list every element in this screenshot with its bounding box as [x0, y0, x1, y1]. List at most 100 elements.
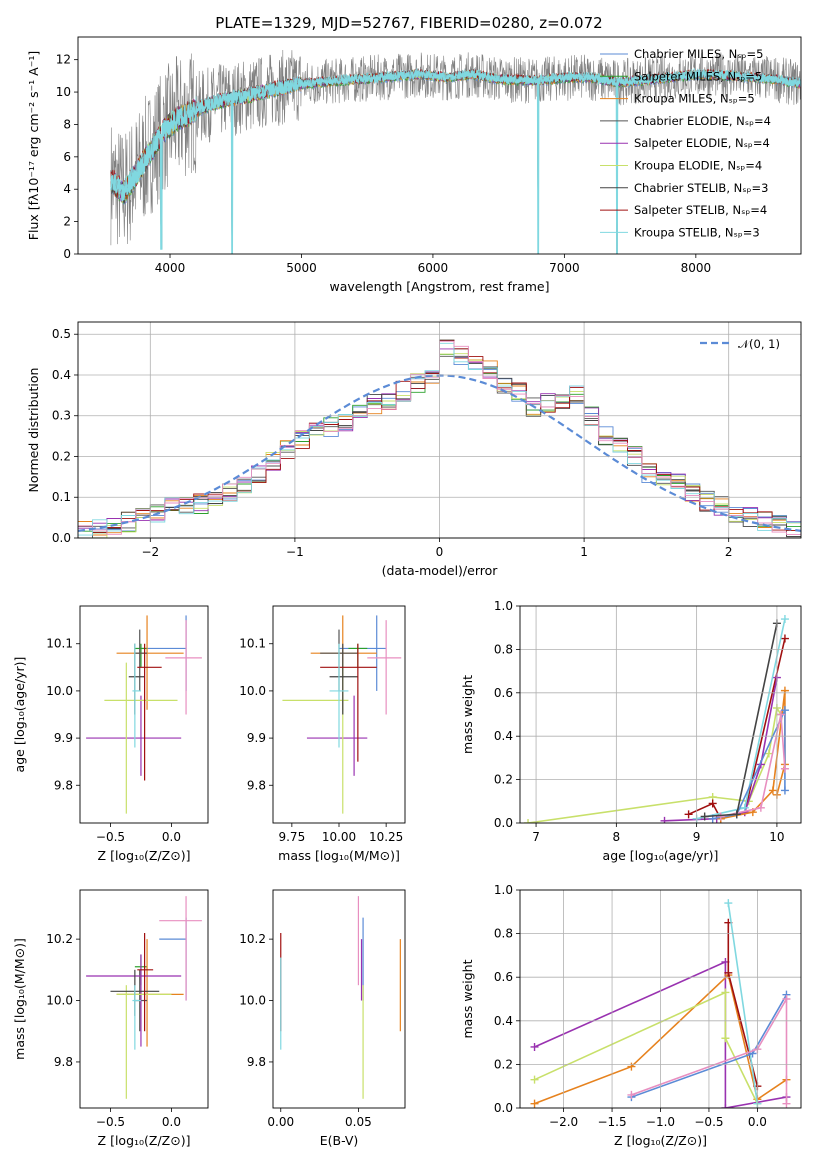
y-tick-label: 10.2 [46, 932, 73, 946]
y-tick-label: 1.0 [494, 599, 513, 613]
y-tick-label: 10.1 [46, 637, 73, 651]
y-tick-label: 0.5 [52, 327, 71, 341]
y-tick-label: 0.6 [494, 970, 513, 984]
x-tick-label: −1.5 [597, 1115, 626, 1129]
x-tick-label: 10.25 [369, 830, 403, 844]
data-point [524, 819, 533, 823]
legend-entry: Chabrier STELIB, Nₛₚ=3 [634, 181, 768, 195]
y-axis-label: mass [log₁₀(M/M⊙)] [12, 938, 27, 1060]
x-tick-label: 5000 [286, 261, 317, 275]
y-tick-label: 4 [63, 182, 71, 196]
y-tick-label: 12 [56, 53, 71, 67]
y-tick-label: 0.2 [494, 1057, 513, 1071]
y-axis-label: Flux [fλ10⁻¹⁷ erg cm⁻² s⁻¹ A⁻¹] [26, 51, 41, 240]
y-tick-label: 0.8 [494, 927, 513, 941]
data-point [627, 1090, 636, 1099]
chart-mass_vs_ebv: 0.00 0.05 9.8 10.0 10.2 E(B-V) [239, 889, 406, 1148]
x-tick-label: 7000 [549, 261, 580, 275]
y-axis-label: Normed distribution [26, 368, 41, 493]
plot-area [524, 615, 789, 823]
data-point [530, 1042, 539, 1051]
data-point [716, 812, 725, 821]
y-tick-label: 0.2 [52, 449, 71, 463]
mass-weight-line [727, 902, 759, 1104]
mass-weight-line [688, 638, 786, 820]
data-point [708, 799, 717, 808]
data-point [780, 706, 789, 715]
x-axis-label: (data-model)/error [382, 563, 499, 578]
plot-frame [79, 889, 209, 1109]
plot-area [86, 896, 202, 1099]
plot-area [86, 615, 202, 814]
chart-mass_vs_Z: −0.5 0.0 9.8 10.0 10.2 Z [log₁₀(Z/Z⊙)] mass [l… [12, 889, 209, 1148]
x-tick-label: −1 [286, 545, 304, 559]
x-tick-label: 0 [436, 545, 444, 559]
x-tick-label: 10.00 [322, 830, 356, 844]
x-axis-label: Z [log₁₀(Z/Z⊙)] [614, 1133, 707, 1148]
legend: Chabrier MILES, Nₛₚ=5 Salpeter MILES, Nₛₚ… [600, 47, 771, 239]
x-axis-label: wavelength [Angstrom, rest frame] [329, 279, 549, 294]
data-point [724, 968, 733, 977]
y-tick-label: 0.0 [494, 1101, 513, 1115]
data-point [764, 749, 773, 758]
chart-spectrum: 4000 5000 6000 7000 8000 0 2 4 6 8 10 12 wavelength … [26, 14, 802, 294]
data-point [780, 686, 789, 695]
chart-age_vs_mass: 9.75 10.00 10.25 9.8 9.9 10.0 10.1 mass [log₁₀(… [239, 605, 406, 863]
x-tick-label: 2 [725, 545, 733, 559]
mass-weight-line [720, 714, 786, 818]
mass-weight-line [712, 709, 786, 820]
data-point [780, 615, 789, 624]
y-tick-label: 0.2 [494, 773, 513, 787]
data-point [721, 1034, 730, 1043]
x-axis-label: Z [log₁₀(Z/Z⊙)] [98, 848, 191, 863]
x-tick-label: 0.0 [162, 830, 181, 844]
x-axis-label: Z [log₁₀(Z/Z⊙)] [98, 1133, 191, 1148]
x-tick-label: 1 [580, 545, 588, 559]
plot-frame [79, 605, 209, 824]
data-point [768, 786, 777, 795]
y-tick-label: 10.1 [239, 637, 266, 651]
plot-frame [519, 605, 802, 824]
plot-frame [272, 889, 406, 1109]
data-point [700, 812, 709, 821]
y-tick-label: 0.0 [52, 531, 71, 545]
y-tick-label: 10.0 [239, 994, 266, 1008]
mass-weight-line [534, 991, 759, 1104]
legend-entry: Kroupa STELIB, Nₛₚ=3 [634, 225, 760, 239]
x-tick-label: 0.00 [267, 1115, 294, 1129]
y-axis-label: mass weight [460, 675, 475, 754]
data-point [530, 1099, 539, 1108]
legend-entry: Salpeter MILES, Nₛₚ=5 [634, 69, 762, 83]
data-point [721, 1104, 730, 1108]
x-tick-label: 10 [769, 830, 784, 844]
y-tick-label: 0.4 [494, 1014, 513, 1028]
mass-weight-line [631, 996, 788, 1104]
y-tick-label: 10.2 [239, 932, 266, 946]
data-point [724, 899, 733, 908]
y-tick-label: 10 [56, 85, 71, 99]
data-point [627, 1062, 636, 1071]
legend-entry: Chabrier ELODIE, Nₛₚ=4 [634, 114, 771, 128]
x-tick-label: 7 [532, 830, 540, 844]
x-tick-label: 8000 [681, 261, 712, 275]
y-tick-label: 10.0 [239, 684, 266, 698]
x-tick-label: 0.0 [748, 1115, 767, 1129]
plot-area [110, 49, 801, 254]
x-axis-label: E(B-V) [320, 1133, 359, 1148]
x-tick-label: −0.5 [96, 830, 125, 844]
data-point [776, 710, 785, 719]
y-tick-label: 9.8 [247, 778, 266, 792]
legend-entry: Salpeter ELODIE, Nₛₚ=4 [634, 136, 770, 150]
x-tick-label: −2 [141, 545, 159, 559]
y-tick-label: 0.8 [494, 642, 513, 656]
y-tick-label: 0 [63, 247, 71, 261]
y-axis-label: mass weight [460, 959, 475, 1038]
data-point [732, 810, 741, 819]
y-tick-label: 10.0 [46, 684, 73, 698]
data-point [684, 810, 693, 819]
chart-mass_weight_vs_age: 7 8 9 10 0.0 0.2 0.4 0.6 0.8 1.0 age [log₁₀(age/yr… [460, 599, 802, 863]
data-point [721, 988, 730, 997]
y-tick-label: 9.8 [54, 778, 73, 792]
y-tick-label: 0.6 [494, 686, 513, 700]
